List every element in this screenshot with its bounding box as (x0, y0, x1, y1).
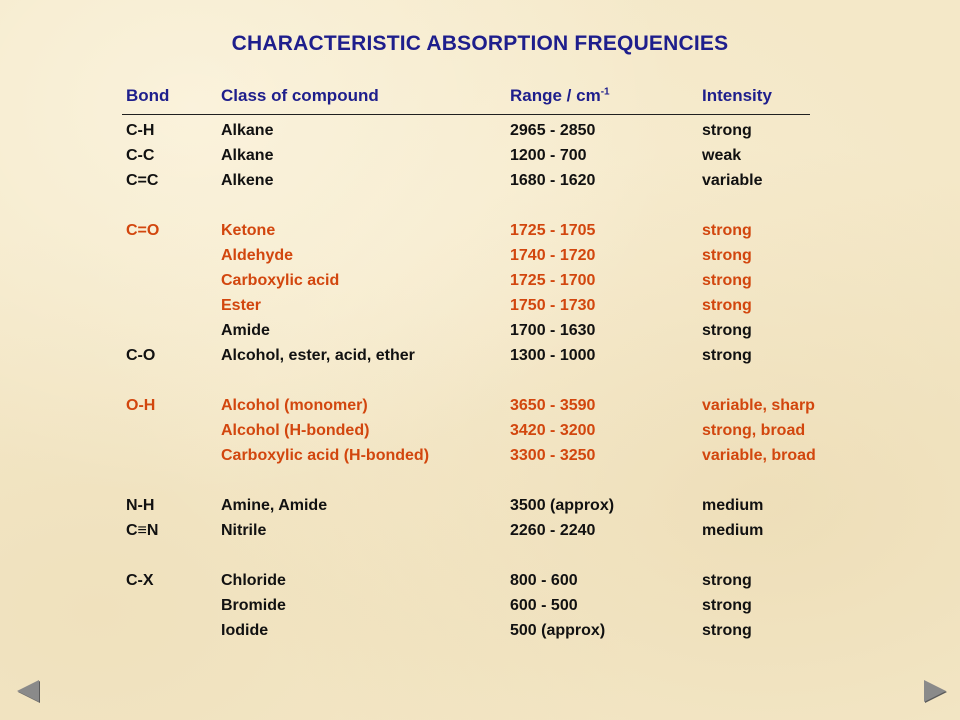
cell-range: 3300 - 3250 (510, 447, 596, 464)
cell-range: 3420 - 3200 (510, 422, 596, 439)
table-row: Ester 1750 - 1730 strong (126, 297, 846, 322)
cell-class: Alkane (221, 147, 274, 164)
table-row: C-X Chloride 800 - 600 strong (126, 572, 846, 597)
cell-class: Alcohol (H-bonded) (221, 422, 370, 439)
cell-intensity: strong (702, 122, 752, 139)
cell-range: 1680 - 1620 (510, 172, 596, 189)
cell-bond: C-O (126, 347, 156, 364)
cell-class: Carboxylic acid (H-bonded) (221, 447, 430, 464)
table-row: Carboxylic acid 1725 - 1700 strong (126, 272, 846, 297)
absorption-table: Bond Class of compound Range / cm-1 Inte… (122, 86, 846, 639)
cell-intensity: variable, sharp (702, 397, 815, 414)
cell-class: Ketone (221, 222, 276, 239)
cell-class: Alcohol, ester, acid, ether (221, 347, 415, 364)
cell-range: 1750 - 1730 (510, 297, 596, 314)
cell-bond: O-H (126, 397, 156, 414)
table-row: C=C Alkene 1680 - 1620 variable (126, 172, 846, 197)
table-row: C-C Alkane 1200 - 700 weak (126, 147, 846, 172)
table-row: O-H Alcohol (monomer) 3650 - 3590 variable,… (126, 397, 846, 422)
cell-bond: C≡N (126, 522, 159, 539)
table-row: C=O Ketone 1725 - 1705 strong (126, 222, 846, 247)
table-row: C-O Alcohol, ester, acid, ether 1300 - 100… (126, 347, 846, 372)
previous-slide-icon[interactable] (17, 680, 39, 702)
header-bond: Bond (126, 86, 170, 105)
cell-class: Chloride (221, 572, 286, 589)
cell-bond: C=O (126, 222, 160, 239)
row-spacer (126, 372, 846, 397)
cell-class: Ester (221, 297, 262, 314)
cell-intensity: strong, broad (702, 422, 806, 439)
cell-class: Alcohol (monomer) (221, 397, 368, 414)
header-intensity: Intensity (702, 86, 772, 105)
row-spacer (126, 547, 846, 572)
cell-intensity: strong (702, 622, 752, 639)
cell-class: Aldehyde (221, 247, 294, 264)
cell-intensity: strong (702, 597, 752, 614)
cell-intensity: strong (702, 222, 752, 239)
table-row: Iodide 500 (approx) strong (126, 622, 846, 647)
table-row: Amide 1700 - 1630 strong (126, 322, 846, 347)
cell-range: 1725 - 1700 (510, 272, 596, 289)
cell-range: 2965 - 2850 (510, 122, 596, 139)
table-row: Carboxylic acid (H-bonded) 3300 - 3250 var… (126, 447, 846, 472)
header-range: Range / cm-1 (510, 86, 610, 106)
next-slide-icon[interactable] (924, 680, 946, 702)
cell-class: Amide (221, 322, 270, 339)
cell-bond: C-H (126, 122, 155, 139)
table-body: C-H Alkane 2965 - 2850 strong C-C Alkane 1200 … (126, 122, 846, 647)
header-range-label: Range / cm (510, 86, 601, 105)
cell-bond: C=C (126, 172, 159, 189)
cell-range: 1200 - 700 (510, 147, 587, 164)
cell-intensity: medium (702, 522, 764, 539)
cell-class: Alkane (221, 122, 274, 139)
cell-class: Carboxylic acid (221, 272, 340, 289)
cell-intensity: strong (702, 347, 752, 364)
header-range-superscript: -1 (600, 86, 610, 98)
cell-class: Bromide (221, 597, 286, 614)
cell-intensity: strong (702, 297, 752, 314)
cell-intensity: strong (702, 247, 752, 264)
cell-range: 800 - 600 (510, 572, 578, 589)
cell-intensity: medium (702, 497, 764, 514)
cell-class: Nitrile (221, 522, 267, 539)
header-class: Class of compound (221, 86, 379, 105)
cell-class: Alkene (221, 172, 274, 189)
header-divider (122, 114, 810, 115)
cell-bond: N-H (126, 497, 155, 514)
page-title: CHARACTERISTIC ABSORPTION FREQUENCIES (231, 32, 729, 55)
cell-range: 3650 - 3590 (510, 397, 596, 414)
cell-class: Iodide (221, 622, 269, 639)
cell-class: Amine, Amide (221, 497, 328, 514)
row-spacer (126, 472, 846, 497)
cell-range: 1740 - 1720 (510, 247, 596, 264)
cell-intensity: variable (702, 172, 763, 189)
table-row: Alcohol (H-bonded) 3420 - 3200 strong, bro… (126, 422, 846, 447)
table-row: Aldehyde 1740 - 1720 strong (126, 247, 846, 272)
cell-intensity: weak (702, 147, 742, 164)
table-row: Bromide 600 - 500 strong (126, 597, 846, 622)
cell-range: 600 - 500 (510, 597, 578, 614)
cell-range: 3500 (approx) (510, 497, 615, 514)
cell-bond: C-X (126, 572, 154, 589)
cell-intensity: variable, broad (702, 447, 816, 464)
cell-intensity: strong (702, 572, 752, 589)
table-row: C≡N Nitrile 2260 - 2240 medium (126, 522, 846, 547)
cell-range: 2260 - 2240 (510, 522, 596, 539)
row-spacer (126, 197, 846, 222)
cell-range: 1300 - 1000 (510, 347, 596, 364)
cell-range: 1700 - 1630 (510, 322, 596, 339)
cell-bond: C-C (126, 147, 155, 164)
table-header: Bond Class of compound Range / cm-1 Inte… (122, 86, 846, 115)
cell-intensity: strong (702, 322, 752, 339)
cell-intensity: strong (702, 272, 752, 289)
table-row: C-H Alkane 2965 - 2850 strong (126, 122, 846, 147)
cell-range: 1725 - 1705 (510, 222, 596, 239)
table-row: N-H Amine, Amide 3500 (approx) medium (126, 497, 846, 522)
cell-range: 500 (approx) (510, 622, 606, 639)
